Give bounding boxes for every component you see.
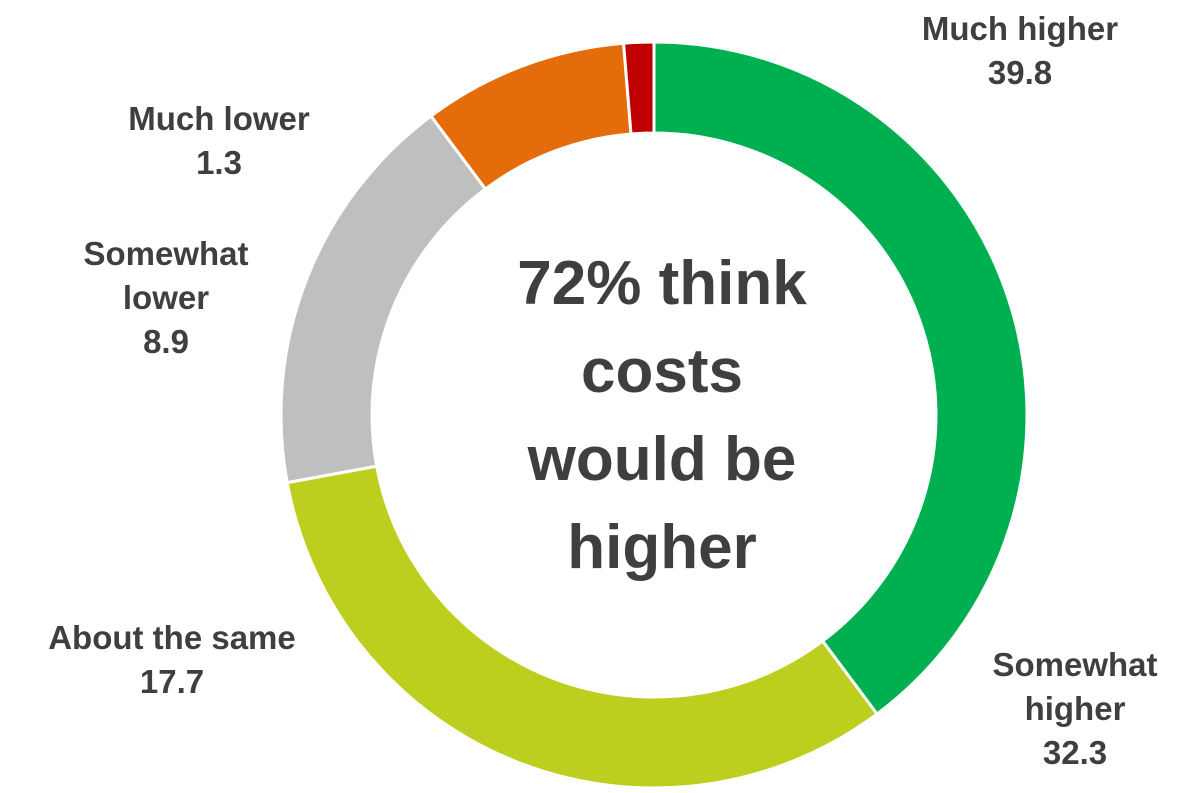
slice-name: higher bbox=[1025, 690, 1126, 727]
slice-label: Somewhat lower 8.9 bbox=[83, 235, 248, 360]
donut-slices bbox=[279, 40, 1029, 790]
slice-value: 32.3 bbox=[1043, 734, 1107, 771]
slice-label: Much higher 39.8 bbox=[922, 10, 1118, 91]
center-text-line: 72% think bbox=[517, 249, 807, 318]
center-annotation: 72% think costs would be higher bbox=[517, 249, 807, 582]
slice-name: Somewhat bbox=[83, 235, 248, 272]
slice-name: lower bbox=[123, 279, 209, 316]
slice-value: 1.3 bbox=[196, 144, 242, 181]
slice-label: About the same 17.7 bbox=[48, 619, 296, 700]
donut-slice bbox=[279, 114, 487, 485]
slice-value: 8.9 bbox=[143, 323, 189, 360]
slice-label: Somewhat higher 32.3 bbox=[992, 646, 1157, 771]
donut-slice bbox=[285, 464, 879, 790]
donut-slice bbox=[652, 40, 1029, 716]
slice-name: Much higher bbox=[922, 10, 1118, 47]
slice-value: 39.8 bbox=[988, 54, 1052, 91]
slice-name: About the same bbox=[48, 619, 296, 656]
slice-name: Much lower bbox=[128, 100, 310, 137]
slice-name: Somewhat bbox=[992, 646, 1157, 683]
center-text: 72% think costs would be higher bbox=[517, 249, 807, 582]
slice-labels: Much higher 39.8 Somewhat higher 32.3 About t… bbox=[48, 10, 1157, 771]
center-text-line: higher bbox=[567, 513, 756, 582]
slice-value: 17.7 bbox=[140, 663, 204, 700]
center-text-line: costs bbox=[581, 337, 743, 406]
donut-slice bbox=[622, 40, 656, 136]
center-text-line: would be bbox=[527, 425, 797, 494]
slice-label: Much lower 1.3 bbox=[128, 100, 310, 181]
